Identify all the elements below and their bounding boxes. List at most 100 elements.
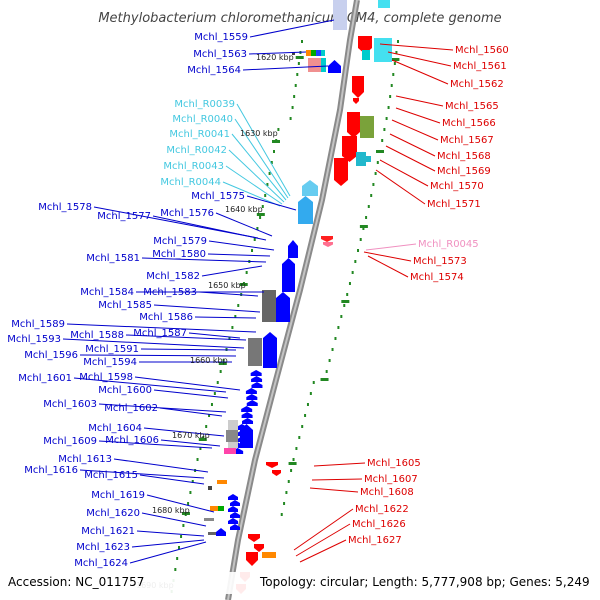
label-leader xyxy=(395,95,444,107)
forward-gene-arrow xyxy=(251,382,263,388)
tick-mark-major xyxy=(391,58,400,61)
gene-label[interactable]: Mchl_1583 xyxy=(143,287,197,298)
gene-label[interactable]: Mchl_1627 xyxy=(348,535,402,546)
gene-label[interactable]: Mchl_1568 xyxy=(437,151,491,162)
label-leader xyxy=(207,253,271,257)
gene-label[interactable]: Mchl_1623 xyxy=(76,542,130,553)
gene-label[interactable]: Mchl_1601 xyxy=(18,373,72,384)
gene-label[interactable]: Mchl_1571 xyxy=(427,199,481,210)
label-leader xyxy=(311,478,363,481)
gene-label[interactable]: Mchl_1602 xyxy=(104,403,158,414)
tick-dot xyxy=(291,106,294,109)
tick-dot xyxy=(213,392,216,395)
tick-mark-major xyxy=(295,56,304,59)
gene-label[interactable]: Mchl_1621 xyxy=(81,526,135,537)
gene-label[interactable]: Mchl_1584 xyxy=(80,287,134,298)
gene-label[interactable]: Mchl_1580 xyxy=(152,249,206,260)
gene-label[interactable]: Mchl_1607 xyxy=(364,474,418,485)
tick-dot xyxy=(222,359,225,362)
gene-label[interactable]: Mchl_1589 xyxy=(11,319,65,330)
gene-label[interactable]: Mchl_1622 xyxy=(355,504,409,515)
gene-label[interactable]: Mchl_R0043 xyxy=(163,161,224,172)
tick-dot xyxy=(392,73,395,76)
gene-label[interactable]: Mchl_1585 xyxy=(98,300,152,311)
gene-label[interactable]: Mchl_1591 xyxy=(85,344,139,355)
gene-label[interactable]: Mchl_1560 xyxy=(455,45,509,56)
gene-label[interactable]: Mchl_1575 xyxy=(191,191,245,202)
gene-label[interactable]: Mchl_1593 xyxy=(7,334,61,345)
gene-label[interactable]: Mchl_1570 xyxy=(430,181,484,192)
forward-gene-arrow xyxy=(241,412,253,418)
gene-label[interactable]: Mchl_1620 xyxy=(86,508,140,519)
gene-label[interactable]: Mchl_1569 xyxy=(437,166,491,177)
gene-label[interactable]: Mchl_1600 xyxy=(98,385,152,396)
gene-label[interactable]: Mchl_R0040 xyxy=(172,114,233,125)
label-leader xyxy=(79,354,237,357)
gene-label[interactable]: Mchl_R0045 xyxy=(418,239,479,250)
tick-dot xyxy=(205,425,208,428)
gene-label[interactable]: Mchl_1561 xyxy=(453,61,507,72)
gene-label[interactable]: Mchl_1576 xyxy=(160,208,214,219)
gene-label[interactable]: Mchl_1562 xyxy=(450,79,504,90)
gene-label[interactable]: Mchl_1616 xyxy=(24,465,78,476)
gene-label[interactable]: Mchl_1586 xyxy=(139,312,193,323)
tick-dot xyxy=(289,117,292,120)
forward-gene-arrow xyxy=(245,388,257,394)
gene-label[interactable]: Mchl_1594 xyxy=(83,357,137,368)
tick-label: 1620 kbp xyxy=(256,53,294,62)
tick-dot xyxy=(259,216,262,219)
tick-dot xyxy=(381,139,384,142)
gene-label[interactable]: Mchl_R0039 xyxy=(174,99,235,110)
gene-label[interactable]: Mchl_1566 xyxy=(442,118,496,129)
tick-dot xyxy=(296,73,299,76)
gene-label[interactable]: Mchl_1605 xyxy=(367,458,421,469)
gene-label[interactable]: Mchl_1613 xyxy=(58,454,112,465)
gene-label[interactable]: Mchl_1588 xyxy=(70,330,124,341)
gene-label[interactable]: Mchl_1624 xyxy=(74,558,128,569)
gene-label[interactable]: Mchl_1559 xyxy=(194,32,248,43)
gene-label[interactable]: Mchl_1609 xyxy=(43,436,97,447)
tick-dot xyxy=(256,227,259,230)
tick-dot xyxy=(266,183,269,186)
gene-label[interactable]: Mchl_1563 xyxy=(193,49,247,60)
gene-label[interactable]: Mchl_1603 xyxy=(43,399,97,410)
gene-label[interactable]: Mchl_1619 xyxy=(91,490,145,501)
gene-label[interactable]: Mchl_R0042 xyxy=(166,145,227,156)
gene-label[interactable]: Mchl_1598 xyxy=(79,372,133,383)
gene-label[interactable]: Mchl_1577 xyxy=(97,211,151,222)
gene-label[interactable]: Mchl_1606 xyxy=(105,435,159,446)
gene-label[interactable]: Mchl_1564 xyxy=(187,65,241,76)
forward-gene-arrow xyxy=(242,418,254,424)
tick-dot xyxy=(216,381,219,384)
tick-dot xyxy=(180,535,183,538)
tick-mark-major xyxy=(256,213,265,216)
gene-label[interactable]: Mchl_1582 xyxy=(146,271,200,282)
gene-label[interactable]: Mchl_1587 xyxy=(133,328,187,339)
gene-block xyxy=(210,506,218,511)
label-leader xyxy=(141,512,207,527)
gene-label[interactable]: Mchl_R0044 xyxy=(160,177,221,188)
forward-strand-labels[interactable]: Mchl_1559 Mchl_1563 Mchl_1564 Mchl_R0039 Mch… xyxy=(7,32,248,569)
reverse-strand-labels[interactable]: Mchl_1560 Mchl_1561 Mchl_1562 Mchl_1565 Mchl… xyxy=(348,45,509,546)
reverse-gene-arrow xyxy=(323,242,333,247)
tick-dot xyxy=(374,172,377,175)
tick-dot xyxy=(348,282,351,285)
gene-label[interactable]: Mchl_1626 xyxy=(352,519,406,530)
gene-label[interactable]: Mchl_1565 xyxy=(445,101,499,112)
gene-label[interactable]: Mchl_1604 xyxy=(88,423,142,434)
forward-gene-arrow xyxy=(250,370,262,376)
gene-label[interactable]: Mchl_R0041 xyxy=(169,129,230,140)
gene-label[interactable]: Mchl_1573 xyxy=(413,256,467,267)
gene-label[interactable]: Mchl_1567 xyxy=(440,135,494,146)
label-leader xyxy=(248,51,307,55)
gene-label[interactable]: Mchl_1608 xyxy=(360,487,414,498)
gene-block xyxy=(204,518,214,521)
gene-label[interactable]: Mchl_1615 xyxy=(84,470,138,481)
forward-gene-arrow xyxy=(230,512,240,518)
gene-label[interactable]: Mchl_1596 xyxy=(24,350,78,361)
gene-label[interactable]: Mchl_1574 xyxy=(410,272,464,283)
reverse-gene-arrow xyxy=(266,462,278,468)
gene-label[interactable]: Mchl_1579 xyxy=(153,236,207,247)
gene-label[interactable]: Mchl_1581 xyxy=(86,253,140,264)
gene-label[interactable]: Mchl_1578 xyxy=(38,202,92,213)
